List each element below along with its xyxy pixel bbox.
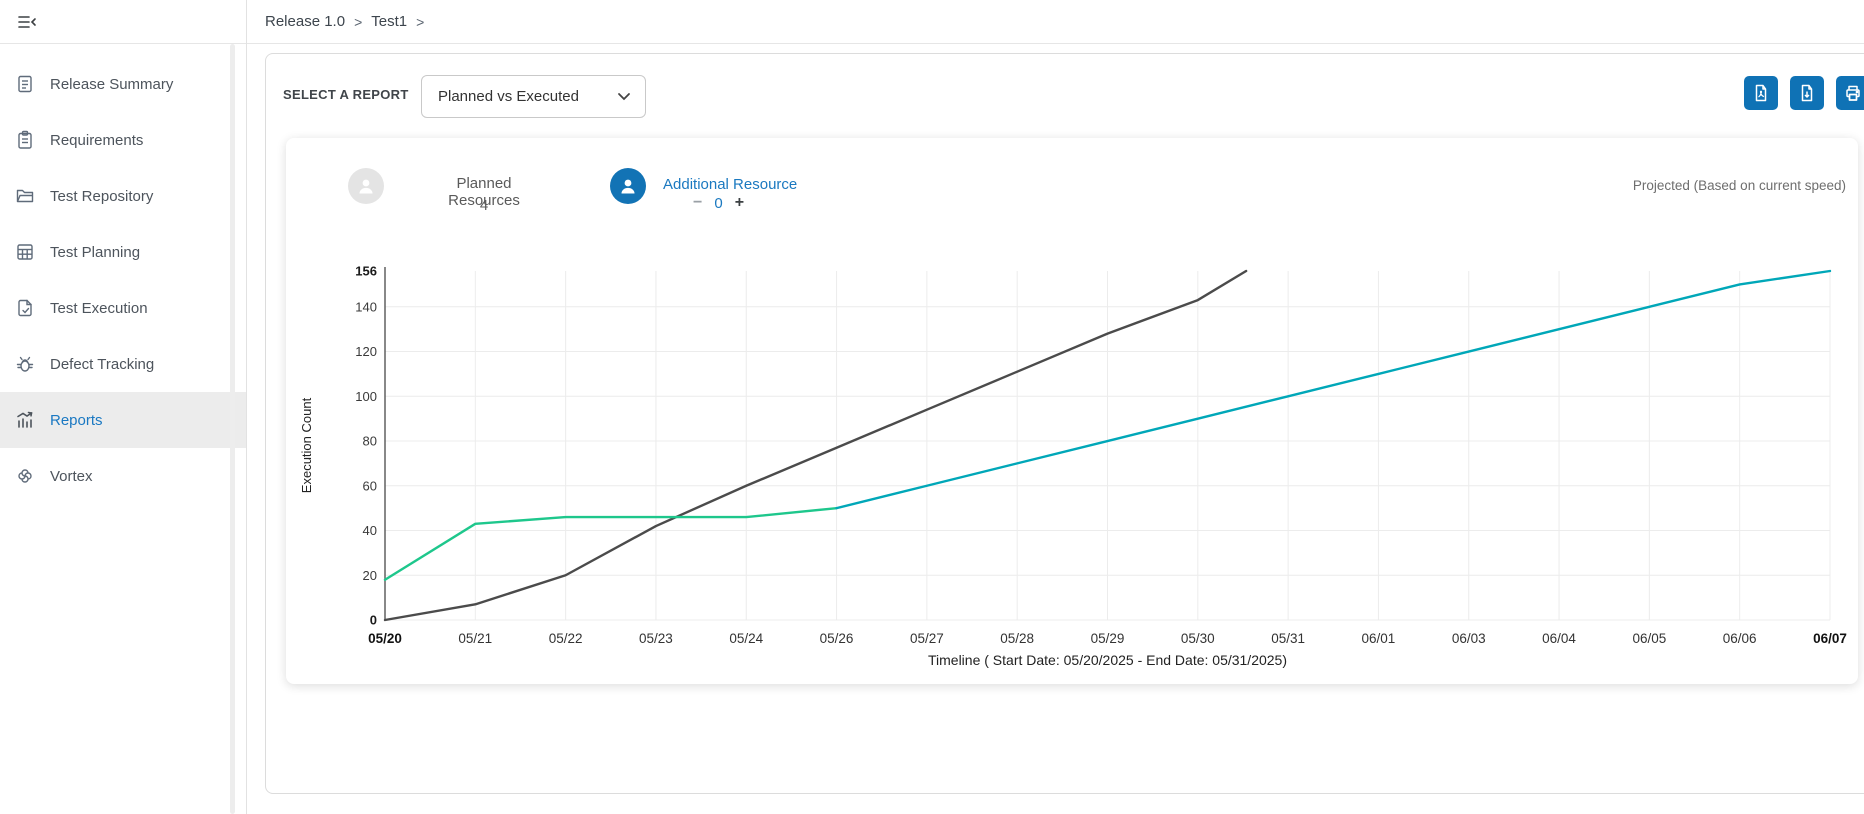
document-icon <box>14 73 36 95</box>
svg-text:06/07: 06/07 <box>1813 631 1847 646</box>
sidebar-item-vortex[interactable]: Vortex <box>0 448 246 504</box>
sidebar-item-release-summary[interactable]: Release Summary <box>0 56 246 112</box>
report-dropdown-value: Planned vs Executed <box>438 88 579 105</box>
breadcrumb-separator: > <box>416 13 425 30</box>
breadcrumb-item-test[interactable]: Test1 <box>371 13 408 30</box>
svg-text:0: 0 <box>370 613 377 628</box>
sidebar-item-label: Release Summary <box>50 75 174 93</box>
svg-text:06/01: 06/01 <box>1362 631 1396 646</box>
sidebar-item-label: Test Execution <box>50 299 148 317</box>
sidebar-item-test-repository[interactable]: Test Repository <box>0 168 246 224</box>
svg-text:06/06: 06/06 <box>1723 631 1757 646</box>
sidebar-scrollbar[interactable] <box>230 44 235 814</box>
bar-chart-icon <box>14 409 36 431</box>
sidebar-item-label: Requirements <box>50 131 144 149</box>
sidebar-item-label: Test Planning <box>50 243 141 261</box>
svg-text:Timeline ( Start Date: 05/20/2: Timeline ( Start Date: 05/20/2025 - End … <box>928 652 1287 668</box>
svg-text:06/05: 06/05 <box>1632 631 1666 646</box>
svg-text:20: 20 <box>363 568 377 583</box>
execution-burnup-chart: 0 20 40 60 80 100 120 140 156 05/20 05/21 05/22 05/2… <box>299 264 1847 669</box>
chart-card: Planned Resources 4 Additional Resource … <box>286 138 1858 684</box>
svg-text:100: 100 <box>355 389 377 404</box>
svg-text:05/27: 05/27 <box>910 631 944 646</box>
sidebar-item-reports[interactable]: Reports <box>0 392 246 448</box>
bug-icon <box>14 353 36 375</box>
svg-text:05/28: 05/28 <box>1000 631 1034 646</box>
sidebar-item-label: Reports <box>50 411 103 429</box>
export-file-button[interactable] <box>1790 76 1824 110</box>
printer-icon <box>1846 85 1860 101</box>
svg-text:120: 120 <box>355 344 377 359</box>
sidebar: Release Summary Requirements Test Reposi… <box>0 0 247 814</box>
sidebar-item-test-execution[interactable]: Test Execution <box>0 280 246 336</box>
increment-button[interactable]: + <box>734 194 745 211</box>
additional-resource-stepper: − 0 + <box>693 194 744 212</box>
planned-resources-avatar-icon <box>348 168 384 204</box>
svg-text:05/20: 05/20 <box>368 631 402 646</box>
sidebar-item-requirements[interactable]: Requirements <box>0 112 246 168</box>
pinwheel-icon <box>14 465 36 487</box>
sidebar-item-test-planning[interactable]: Test Planning <box>0 224 246 280</box>
svg-text:05/23: 05/23 <box>639 631 673 646</box>
projection-note: Projected (Based on current speed) <box>1632 178 1846 193</box>
svg-text:40: 40 <box>363 523 377 538</box>
svg-text:06/04: 06/04 <box>1542 631 1576 646</box>
sidebar-collapse-icon[interactable] <box>12 7 42 37</box>
additional-resource-label: Additional Resource <box>663 176 798 193</box>
sidebar-nav: Release Summary Requirements Test Reposi… <box>0 44 246 504</box>
sidebar-item-label: Vortex <box>50 467 93 485</box>
export-pdf-button[interactable] <box>1744 76 1778 110</box>
file-export-icon <box>1801 84 1813 102</box>
decrement-button[interactable]: − <box>693 194 703 211</box>
breadcrumb-item-release[interactable]: Release 1.0 <box>265 13 346 30</box>
svg-text:06/03: 06/03 <box>1452 631 1486 646</box>
report-dropdown[interactable]: Planned vs Executed <box>421 75 646 118</box>
svg-text:156: 156 <box>355 264 377 279</box>
sidebar-item-label: Test Repository <box>50 187 154 205</box>
report-panel: SELECT A REPORT Planned vs Executed <box>265 53 1864 794</box>
select-report-label: SELECT A REPORT <box>283 87 409 102</box>
svg-text:05/21: 05/21 <box>458 631 492 646</box>
additional-resource-value: 0 <box>714 194 723 212</box>
pdf-file-icon <box>1755 84 1767 102</box>
svg-text:05/22: 05/22 <box>549 631 583 646</box>
folder-icon <box>14 185 36 207</box>
print-button[interactable] <box>1836 76 1864 110</box>
document-check-icon <box>14 297 36 319</box>
svg-text:80: 80 <box>363 434 377 449</box>
sidebar-item-label: Defect Tracking <box>50 355 155 373</box>
clipboard-icon <box>14 129 36 151</box>
table-icon <box>14 241 36 263</box>
breadcrumb-separator: > <box>354 13 363 30</box>
breadcrumb: Release 1.0 > Test1 > <box>265 13 424 30</box>
svg-text:05/31: 05/31 <box>1271 631 1305 646</box>
svg-text:05/26: 05/26 <box>820 631 854 646</box>
sidebar-item-defect-tracking[interactable]: Defect Tracking <box>0 336 246 392</box>
chevron-down-icon <box>618 93 630 101</box>
svg-text:60: 60 <box>363 478 377 493</box>
planned-resources-label: Planned Resources <box>448 175 520 209</box>
sidebar-header <box>0 0 246 44</box>
planned-resources-value: 4 <box>479 197 489 214</box>
svg-text:05/24: 05/24 <box>729 631 763 646</box>
svg-text:140: 140 <box>355 299 377 314</box>
svg-text:05/29: 05/29 <box>1091 631 1125 646</box>
topbar: Release 1.0 > Test1 > <box>247 0 1864 44</box>
svg-text:Execution Count: Execution Count <box>299 397 314 493</box>
additional-resource-avatar-icon <box>610 168 646 204</box>
svg-text:05/30: 05/30 <box>1181 631 1215 646</box>
